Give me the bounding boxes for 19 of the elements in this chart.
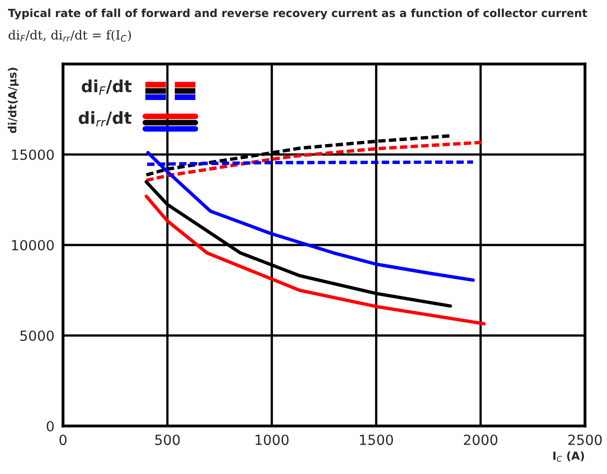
x-tick-label: 1500 [360,434,393,446]
x-tick-label: 500 [155,434,180,446]
line-series [146,151,475,282]
x-tick-label: 2500 [568,434,602,446]
y-tick-label: 15000 [12,149,54,160]
legend-label: di$_{rr}$/dt [78,111,132,127]
y-tick-label: 0 [46,420,54,432]
legend-label: di$_{F}$/dt [82,80,132,95]
x-tick-label: 2000 [464,434,498,446]
chart-subtitle: di$_{F}$/dt, di$_{rr}$/dt = f(I$_{C}$) [8,30,131,42]
x-tick-label: 1000 [256,434,289,446]
line-series [144,194,486,326]
x-axis-title: I$_{C}$ (A) [553,451,584,462]
y-axis-title: di/dt(A/µs) [8,68,19,134]
chart-title: Typical rate of fall of forward and reverse recovery current as a function of collector current [8,8,588,20]
y-tick-label: 10000 [12,240,54,250]
line-series [144,140,483,182]
x-tick-label: 0 [59,434,66,446]
y-tick-label: 5000 [20,330,54,341]
